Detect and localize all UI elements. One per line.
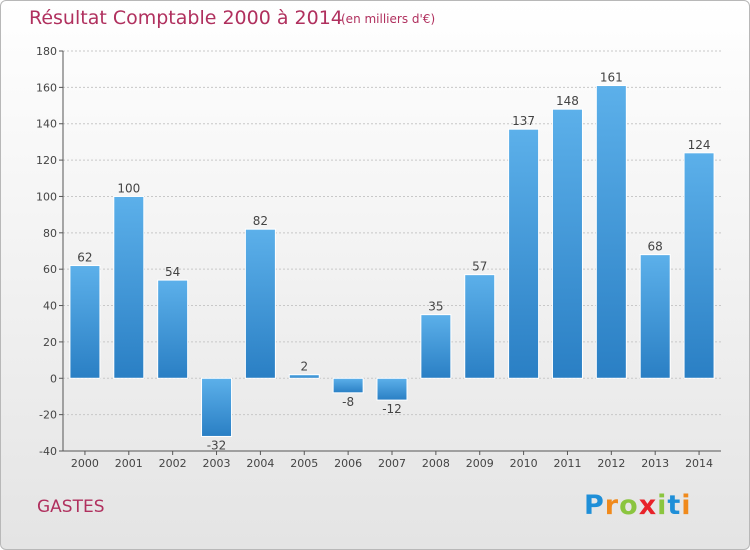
data-label: 54 xyxy=(165,265,180,279)
data-label: 62 xyxy=(77,251,92,265)
brand-letter: i xyxy=(681,490,692,521)
commune-name: GASTES xyxy=(37,497,105,517)
x-tick-label: 2009 xyxy=(466,457,494,470)
x-tick-label: 2007 xyxy=(378,457,406,470)
y-tick-label: 180 xyxy=(36,45,57,58)
bar-2011[interactable] xyxy=(551,108,583,379)
bar-2001[interactable] xyxy=(113,195,145,379)
y-tick-label: 160 xyxy=(36,81,57,94)
brand-letter: P xyxy=(584,490,605,521)
bars xyxy=(69,85,715,437)
data-label: 68 xyxy=(648,240,663,254)
bar-2009[interactable] xyxy=(464,274,496,379)
x-tick-label: 2008 xyxy=(422,457,450,470)
y-tick-label: 20 xyxy=(43,336,57,349)
x-tick-label: 2003 xyxy=(203,457,231,470)
x-tick-label: 2005 xyxy=(290,457,318,470)
chart-title: Résultat Comptable 2000 à 2014 xyxy=(29,7,343,29)
data-label: -8 xyxy=(342,395,354,409)
x-tick-label: 2011 xyxy=(553,457,581,470)
data-label: 82 xyxy=(253,214,268,228)
x-tick-label: 2012 xyxy=(597,457,625,470)
y-tick-label: -40 xyxy=(39,445,57,458)
bar-2008[interactable] xyxy=(420,314,452,379)
bar-2000[interactable] xyxy=(69,265,101,379)
brand-letter: x xyxy=(638,490,658,521)
data-label: 161 xyxy=(600,71,623,85)
data-label: 100 xyxy=(117,181,140,195)
bar-2007[interactable] xyxy=(376,377,408,401)
x-tick-label: 2002 xyxy=(159,457,187,470)
data-label: 35 xyxy=(428,300,443,314)
x-tick-label: 2001 xyxy=(115,457,143,470)
axes: -40 -20 0 20 40 60 80 100 120 140 160 180 2000 2001 20… xyxy=(36,45,721,470)
bar-2012[interactable] xyxy=(595,85,627,379)
bar-2013[interactable] xyxy=(639,254,671,379)
data-label: 137 xyxy=(512,114,535,128)
data-label: 124 xyxy=(688,138,711,152)
data-label: -32 xyxy=(207,438,227,452)
x-tick-label: 2010 xyxy=(510,457,538,470)
y-tick-label: 80 xyxy=(43,227,57,240)
y-tick-label: 120 xyxy=(36,154,57,167)
brand-letter: i xyxy=(657,490,668,521)
data-labels: 62 100 54 -32 82 2 -8 -12 35 57 137 148 161 68 124 xyxy=(77,71,710,453)
data-label: 2 xyxy=(300,360,308,374)
chart-subtitle: (en milliers d'€) xyxy=(341,12,436,26)
data-label: 57 xyxy=(472,260,487,274)
x-tick-label: 2006 xyxy=(334,457,362,470)
bar-2002[interactable] xyxy=(157,279,189,379)
x-tick-label: 2004 xyxy=(246,457,274,470)
x-tick-label: 2014 xyxy=(685,457,713,470)
x-tick-label: 2013 xyxy=(641,457,669,470)
bar-2005[interactable] xyxy=(288,374,320,379)
data-label: -12 xyxy=(382,402,402,416)
y-tick-label: -20 xyxy=(39,409,57,422)
y-tick-label: 0 xyxy=(50,372,57,385)
bar-2003[interactable] xyxy=(201,377,233,437)
brand-letter: r xyxy=(604,490,620,521)
y-tick-label: 140 xyxy=(36,118,57,131)
bar-2004[interactable] xyxy=(244,228,276,379)
proxiti-logo[interactable]: Proxiti xyxy=(584,490,692,521)
y-tick-label: 40 xyxy=(43,300,57,313)
brand-letter: t xyxy=(667,490,682,521)
brand-letter: o xyxy=(619,490,639,521)
bar-2006[interactable] xyxy=(332,377,364,394)
x-tick-label: 2000 xyxy=(71,457,99,470)
y-tick-label: 100 xyxy=(36,190,57,203)
bar-2014[interactable] xyxy=(683,152,715,379)
bar-2010[interactable] xyxy=(508,128,540,379)
data-label: 148 xyxy=(556,94,579,108)
y-tick-label: 60 xyxy=(43,263,57,276)
